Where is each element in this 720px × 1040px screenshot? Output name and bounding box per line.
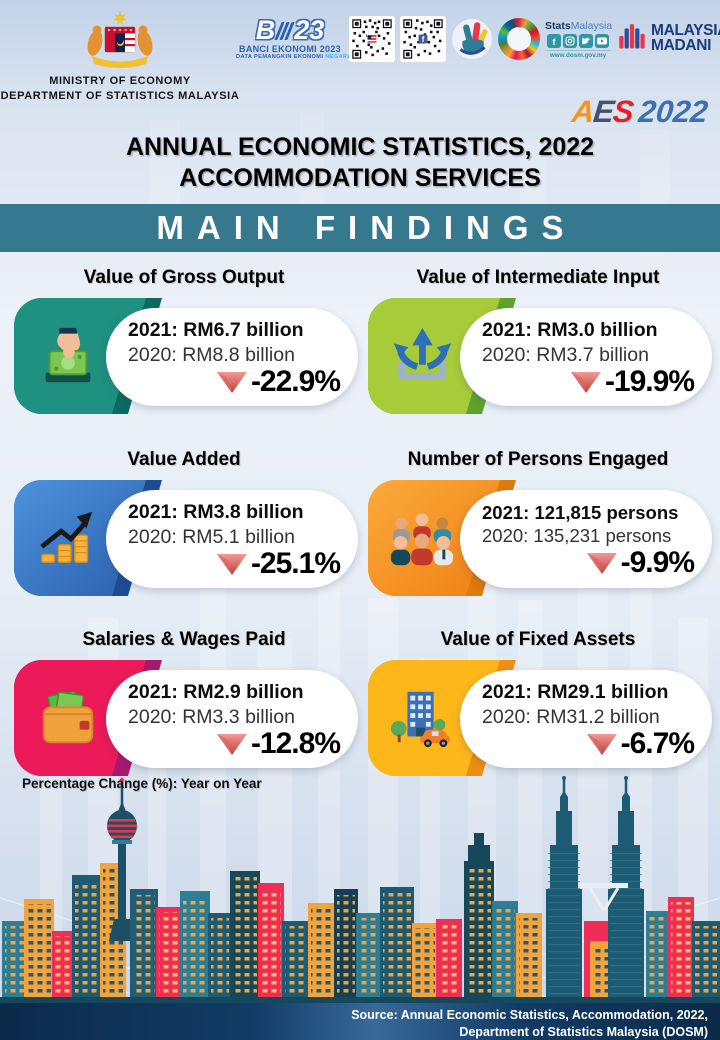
value-2021: 2021: RM3.8 billion [128, 501, 304, 524]
card-title: Salaries & Wages Paid [82, 629, 286, 650]
madani-hand-icon [619, 24, 645, 56]
source-line2: Department of Statistics Malaysia (DOSM) [459, 1024, 708, 1039]
growth-chart-icon [34, 504, 102, 572]
youtube-icon [595, 33, 609, 48]
card-title: Number of Persons Engaged [407, 449, 669, 470]
malaysia-coat-of-arms [78, 10, 162, 72]
decrease-triangle-icon [586, 734, 617, 756]
banci-tagline: DATA PEMANGKIN EKONOMI NEGARA [236, 54, 352, 61]
banci-name: BANCI EKONOMI 2023 [239, 44, 341, 55]
value-2021: 2021: RM6.7 billion [128, 319, 304, 342]
dosm-website-url: www.dosm.gov.my [545, 49, 611, 59]
card-value-of-intermediate-input: Value of Intermediate Input 2021: RM3.0 … [362, 260, 714, 418]
card-title: Value of Fixed Assets [440, 629, 636, 650]
card-salaries-and-wages-paid: Salaries & Wages Paid 2021: RM2.9 billio… [8, 622, 360, 780]
value-2021: 2021: RM29.1 billion [482, 681, 669, 704]
stat-pill: 2021: RM3.0 billion 2020: RM3.7 billion … [460, 308, 712, 406]
stat-pill: 2021: RM6.7 billion 2020: RM8.8 billion … [106, 308, 358, 406]
facebook-icon: f [547, 33, 561, 48]
value-2021: 2021: 121,815 persons [482, 502, 679, 524]
card-value-of-gross-output: Value of Gross Output 2021: RM6.7 billi [8, 260, 360, 418]
decrease-triangle-icon [216, 554, 247, 576]
pct-change: -12.8% [250, 727, 341, 761]
stat-pill: 2021: RM3.8 billion 2020: RM5.1 billion … [106, 490, 358, 588]
ministry-line1: MINISTRY OF ECONOMY [49, 75, 191, 87]
source-line1: Source: Annual Economic Statistics, Acco… [351, 1008, 708, 1022]
value-2021: 2021: RM2.9 billion [128, 681, 304, 704]
distribute-arrows-icon [388, 322, 456, 390]
census-hand-logo [451, 18, 493, 60]
value-2020: 2020: RM3.7 billion [482, 343, 649, 366]
card-number-of-persons-engaged: Number of Persons Engaged [362, 442, 714, 600]
card-value-of-fixed-assets: Value of Fixed Assets [362, 622, 714, 780]
value-2020: 2020: 135,231 persons [482, 525, 672, 547]
twitter-icon [579, 33, 593, 48]
source-footer: Source: Annual Economic Statistics, Acco… [0, 1003, 720, 1040]
money-insert-icon [34, 322, 102, 390]
banci-ekonomi-logo: B 23 BANCI EKONOMI 2023 DATA PEMANGKIN E… [236, 14, 352, 61]
pct-change: -25.1% [250, 547, 341, 581]
value-2020: 2020: RM5.1 billion [128, 525, 295, 548]
pct-change: -9.9% [620, 546, 695, 580]
ministry-title: MINISTRY OF ECONOMY DEPARTMENT OF STATIS… [0, 74, 240, 104]
malaysia-madani-logo: MALAYSIA MADANI [616, 21, 720, 57]
stat-pill: 2021: RM2.9 billion 2020: RM3.3 billion … [106, 670, 358, 768]
decrease-triangle-icon [216, 734, 247, 756]
ministry-line2: DEPARTMENT OF STATISTICS MALAYSIA [0, 89, 240, 102]
madani-wordmark: MALAYSIA MADANI [651, 22, 720, 54]
value-2020: 2020: RM3.3 billion [128, 705, 295, 728]
page-title: ANNUAL ECONOMIC STATISTICS, 2022 ACCOMMO… [0, 132, 720, 193]
banci-mark-23: 23 [294, 14, 325, 45]
value-2021: 2021: RM3.0 billion [482, 319, 658, 342]
main-findings-banner: MAIN FINDINGS [0, 204, 720, 252]
people-group-icon [388, 504, 456, 572]
decrease-triangle-icon [586, 552, 617, 574]
stats-malaysia-logo: StatsMalaysia f www.dosm.gov.my [545, 19, 613, 59]
qr-code-crest-icon [349, 16, 395, 62]
stats-malaysia-wordmark: StatsMalaysia [545, 19, 613, 32]
aes-2022-logo: A E S 2022 [570, 94, 710, 129]
card-title: Value of Intermediate Input [416, 267, 660, 288]
stat-pill: 2021: RM29.1 billion 2020: RM31.2 billio… [460, 670, 712, 768]
pct-change: -6.7% [620, 727, 695, 761]
sdg-wheel-logo [498, 18, 540, 60]
kl-city-skyline [0, 776, 720, 1003]
banci-slashes-icon [274, 22, 295, 41]
banci-mark: B 23 [236, 14, 344, 45]
building-car-icon [388, 684, 456, 752]
svg-text:f: f [422, 35, 425, 44]
card-title: Value of Gross Output [83, 267, 285, 288]
card-title: Value Added [127, 449, 241, 470]
percentage-change-note: Percentage Change (%): Year on Year [22, 776, 262, 791]
instagram-icon [563, 33, 577, 48]
title-line1: ANNUAL ECONOMIC STATISTICS, 2022 [125, 133, 595, 161]
pct-change: -19.9% [604, 365, 695, 399]
social-icons: f [545, 33, 611, 48]
value-2020: 2020: RM31.2 billion [482, 705, 660, 728]
qr-code-facebook-icon: f [400, 16, 446, 62]
card-value-added: Value Added 2 [8, 442, 360, 600]
title-line2: ACCOMMODATION SERVICES [179, 163, 541, 192]
banci-mark-b: B [255, 14, 276, 45]
decrease-triangle-icon [570, 372, 601, 394]
svg-text:f: f [553, 37, 557, 46]
pct-change: -22.9% [250, 365, 341, 399]
decrease-triangle-icon [216, 372, 247, 394]
wallet-icon [34, 684, 102, 752]
stat-pill: 2021: 121,815 persons 2020: 135,231 pers… [460, 490, 712, 588]
value-2020: 2020: RM8.8 billion [128, 343, 295, 366]
header: MINISTRY OF ECONOMY DEPARTMENT OF STATIS… [0, 6, 720, 106]
partner-logo-row: B 23 BANCI EKONOMI 2023 DATA PEMANGKIN E… [236, 16, 720, 62]
